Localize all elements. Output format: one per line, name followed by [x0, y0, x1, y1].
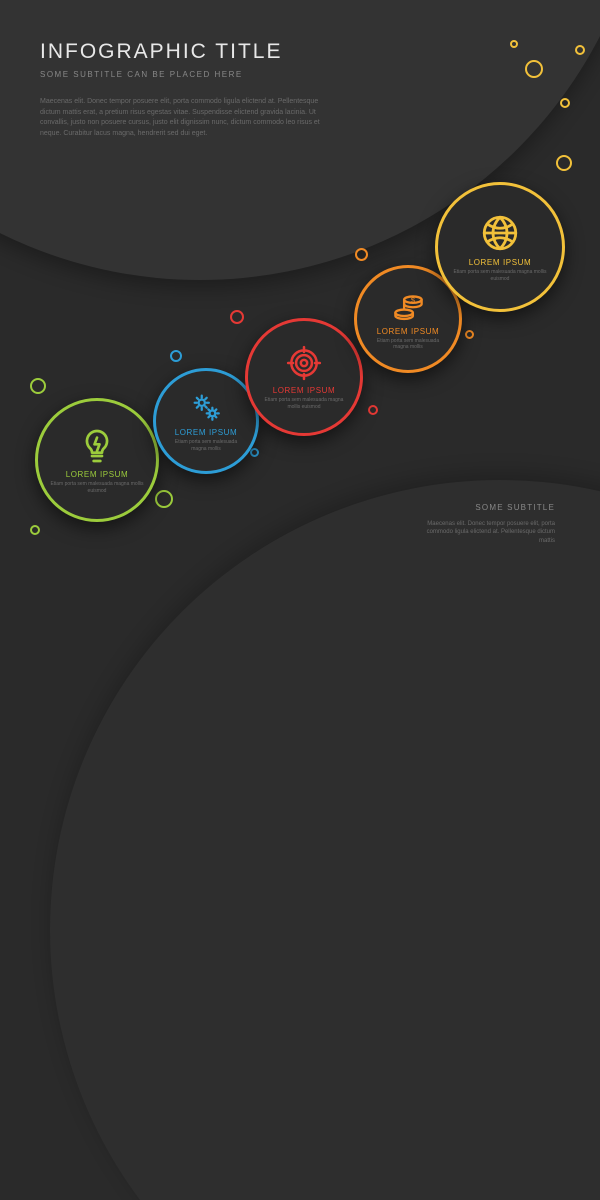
- step-settings: LOREM IPSUM Etiam porta sem malesuada mag…: [153, 368, 259, 474]
- decorative-bubble: [30, 378, 46, 394]
- step-target: LOREM IPSUM Etiam porta sem malesuada mag…: [245, 318, 363, 436]
- page-title: INFOGRAPHIC TITLE: [40, 40, 560, 64]
- lightbulb-icon: [77, 426, 117, 466]
- footer-subtitle: SOME SUBTITLE: [415, 503, 555, 512]
- globe-icon: [479, 212, 521, 254]
- decorative-bubble: [355, 248, 368, 261]
- svg-text:$: $: [410, 295, 414, 304]
- decorative-bubble: [170, 350, 182, 362]
- step-title-idea: LOREM IPSUM: [66, 470, 129, 479]
- decorative-bubble: [575, 45, 585, 55]
- gears-icon: [189, 390, 223, 424]
- decorative-bubble: [510, 40, 518, 48]
- page-subtitle: SOME SUBTITLE CAN BE PLACED HERE: [40, 70, 560, 79]
- decorative-bubble: [556, 155, 572, 171]
- decorative-bubble: [368, 405, 378, 415]
- decorative-bubble: [560, 98, 570, 108]
- step-desc-global: Etiam porta sem malesuada magna mollis e…: [438, 269, 562, 282]
- step-ring-settings: LOREM IPSUM Etiam porta sem malesuada mag…: [153, 368, 259, 474]
- step-title-settings: LOREM IPSUM: [175, 428, 238, 437]
- page-body-text: Maecenas elit. Donec tempor posuere elit…: [40, 97, 320, 139]
- step-title-target: LOREM IPSUM: [273, 386, 336, 395]
- footer-desc: Maecenas elit. Donec tempor posuere elit…: [415, 520, 555, 545]
- coins-icon: $: [391, 288, 426, 323]
- target-icon: [285, 344, 323, 382]
- step-desc-idea: Etiam porta sem malesuada magna mollis e…: [38, 481, 156, 494]
- step-title-global: LOREM IPSUM: [469, 258, 532, 267]
- step-ring-target: LOREM IPSUM Etiam porta sem malesuada mag…: [245, 318, 363, 436]
- header-block: INFOGRAPHIC TITLE SOME SUBTITLE CAN BE P…: [0, 0, 600, 139]
- decorative-bubble: [230, 310, 244, 324]
- decorative-bubble: [465, 330, 474, 339]
- step-global: LOREM IPSUM Etiam porta sem malesuada mag…: [435, 182, 565, 312]
- step-idea: LOREM IPSUM Etiam porta sem malesuada mag…: [35, 398, 159, 522]
- step-desc-settings: Etiam porta sem malesuada magna mollis: [156, 439, 256, 452]
- background-arc-bottom: [50, 480, 600, 1200]
- step-ring-idea: LOREM IPSUM Etiam porta sem malesuada mag…: [35, 398, 159, 522]
- step-title-money: LOREM IPSUM: [377, 327, 440, 336]
- decorative-bubble: [525, 60, 543, 78]
- decorative-bubble: [30, 525, 40, 535]
- step-desc-target: Etiam porta sem malesuada magna mollis e…: [248, 397, 360, 410]
- step-desc-money: Etiam porta sem malesuada magna mollis: [357, 338, 459, 351]
- step-ring-global: LOREM IPSUM Etiam porta sem malesuada mag…: [435, 182, 565, 312]
- footer-block: SOME SUBTITLE Maecenas elit. Donec tempo…: [415, 503, 555, 545]
